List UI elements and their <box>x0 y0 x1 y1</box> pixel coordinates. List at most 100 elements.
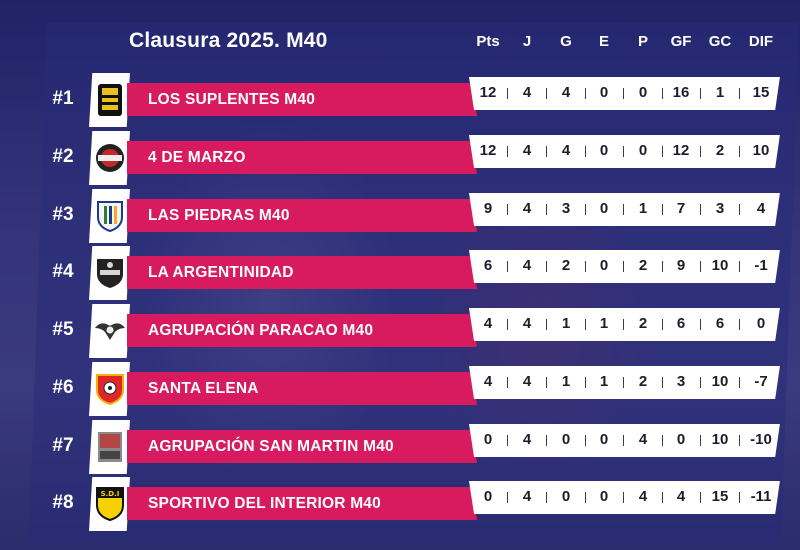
stat-e: 0 <box>599 84 609 101</box>
stat-pts: 6 <box>483 257 493 274</box>
separator <box>662 377 663 388</box>
team-name-bar: SPORTIVO DEL INTERIOR M40 <box>127 487 477 520</box>
team-name-bar: 4 DE MARZO <box>127 141 477 174</box>
stat-gc: 1 <box>715 84 725 101</box>
rank-label: #7 <box>52 435 74 456</box>
stat-pts: 12 <box>479 142 497 159</box>
col-head-p: P <box>637 33 648 50</box>
stat-e: 0 <box>599 257 609 274</box>
stat-j: 4 <box>522 431 532 448</box>
stat-pts: 4 <box>483 373 493 390</box>
separator <box>585 492 586 503</box>
col-head-gc: GC <box>708 33 732 50</box>
stat-gc: 3 <box>715 200 725 217</box>
stat-pts: 12 <box>479 84 497 101</box>
stat-j: 4 <box>522 142 532 159</box>
stat-dif: -11 <box>750 488 772 505</box>
separator <box>585 146 586 157</box>
separator <box>739 377 740 388</box>
stats-bar: 6 4 2 0 2 9 10 -1 <box>469 250 780 283</box>
separator <box>662 204 663 215</box>
stat-p: 2 <box>638 257 648 274</box>
stat-e: 0 <box>599 488 609 505</box>
stat-dif: 10 <box>752 142 770 159</box>
stat-p: 1 <box>638 200 648 217</box>
col-head-e: E <box>598 33 609 50</box>
separator <box>662 492 663 503</box>
stat-dif: -1 <box>754 257 768 274</box>
stat-p: 2 <box>638 373 648 390</box>
cuatro-de-marzo-crest-icon <box>89 131 130 185</box>
team-name-bar: LAS PIEDRAS M40 <box>127 199 477 232</box>
table-row: #7 AGRUPACIÓN SAN MARTIN M40 0 4 0 0 4 0… <box>0 420 800 474</box>
separator <box>585 377 586 388</box>
rank-label: #1 <box>52 88 74 109</box>
stat-gf: 4 <box>676 488 686 505</box>
team-name: AGRUPACIÓN SAN MARTIN M40 <box>148 437 394 455</box>
col-head-j: J <box>522 33 532 50</box>
table-row: #8 S.D.I SPORTIVO DEL INTERIOR M40 0 4 0… <box>0 477 800 531</box>
stat-gf: 7 <box>676 200 686 217</box>
stat-gf: 16 <box>672 84 690 101</box>
separator <box>739 88 740 99</box>
stat-gc: 10 <box>711 373 729 390</box>
separator <box>546 146 547 157</box>
separator <box>507 204 508 215</box>
separator <box>700 88 701 99</box>
stat-e: 1 <box>599 373 609 390</box>
separator <box>546 492 547 503</box>
separator <box>739 204 740 215</box>
stat-g: 0 <box>561 431 571 448</box>
stat-gf: 0 <box>676 431 686 448</box>
separator <box>662 435 663 446</box>
stat-pts: 9 <box>483 200 493 217</box>
stat-gc: 6 <box>715 315 725 332</box>
separator <box>546 377 547 388</box>
stat-p: 2 <box>638 315 648 332</box>
stat-gf: 9 <box>676 257 686 274</box>
stat-gc: 15 <box>711 488 729 505</box>
team-name-bar: LA ARGENTINIDAD <box>127 256 477 289</box>
stat-p: 4 <box>638 488 648 505</box>
separator <box>623 88 624 99</box>
team-name: LOS SUPLENTES M40 <box>148 90 316 108</box>
stat-p: 0 <box>638 84 648 101</box>
separator <box>739 435 740 446</box>
la-argentinidad-crest-icon <box>89 246 130 300</box>
separator <box>585 204 586 215</box>
sportivo-del-interior-crest-icon: S.D.I <box>89 477 130 531</box>
col-head-g: G <box>560 33 572 50</box>
team-name: LAS PIEDRAS M40 <box>148 206 290 224</box>
team-name-bar: SANTA ELENA <box>127 372 477 405</box>
rank-label: #8 <box>52 492 74 513</box>
team-name: AGRUPACIÓN PARACAO M40 <box>148 321 374 339</box>
separator <box>585 261 586 272</box>
stats-bar: 0 4 0 0 4 0 10 -10 <box>469 424 780 457</box>
stat-dif: -7 <box>754 373 768 390</box>
team-name: 4 DE MARZO <box>148 148 246 166</box>
team-name-bar: AGRUPACIÓN PARACAO M40 <box>127 314 477 347</box>
separator <box>700 492 701 503</box>
stats-bar: 4 4 1 1 2 6 6 0 <box>469 308 780 341</box>
separator <box>507 319 508 330</box>
las-piedras-crest-icon <box>89 189 130 243</box>
stat-e: 0 <box>599 142 609 159</box>
separator <box>546 261 547 272</box>
stat-j: 4 <box>522 84 532 101</box>
los-suplentes-crest-icon <box>89 73 130 127</box>
santa-elena-crest-icon <box>89 362 130 416</box>
stat-gf: 12 <box>672 142 690 159</box>
separator <box>623 204 624 215</box>
table-row: #5 AGRUPACIÓN PARACAO M40 4 4 1 1 2 6 6 … <box>0 304 800 358</box>
separator <box>623 146 624 157</box>
col-head-gf: GF <box>670 33 692 50</box>
team-name: SPORTIVO DEL INTERIOR M40 <box>148 494 381 512</box>
stat-gc: 10 <box>711 257 729 274</box>
separator <box>662 88 663 99</box>
stats-bar: 0 4 0 0 4 4 15 -11 <box>469 481 780 514</box>
stat-j: 4 <box>522 257 532 274</box>
separator <box>700 435 701 446</box>
page-title: Clausura 2025. M40 <box>129 29 328 52</box>
col-head-dif: DIF <box>748 33 774 50</box>
separator <box>546 88 547 99</box>
